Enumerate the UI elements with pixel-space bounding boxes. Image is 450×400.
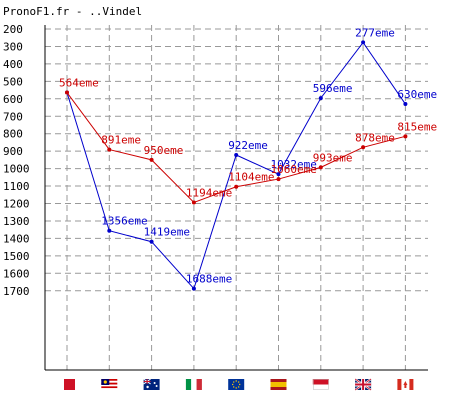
chart-title: PronoF1.fr - ..Vindel	[3, 5, 142, 18]
y-tick-label: 600	[3, 93, 23, 106]
data-label: 922eme	[228, 139, 268, 152]
flag-part	[237, 386, 240, 388]
flag-part	[59, 379, 64, 390]
flag-part	[101, 384, 118, 387]
flag-part	[101, 386, 118, 389]
data-label: 564eme	[59, 77, 99, 90]
flag-part	[143, 381, 151, 382]
y-tick-label: 900	[3, 145, 23, 158]
grid-lines	[45, 25, 428, 370]
flag-part	[185, 379, 192, 390]
flag-part	[313, 379, 329, 390]
data-label: 277eme	[355, 26, 395, 39]
axes	[44, 25, 428, 371]
flag-part	[270, 382, 287, 387]
data-label: 891eme	[101, 134, 141, 147]
data-label: 950eme	[144, 144, 184, 157]
y-tick-label: 800	[3, 128, 23, 141]
flag-part	[355, 383, 372, 386]
data-label: 1060eme	[271, 163, 317, 176]
flag-part	[235, 387, 237, 389]
flag-part	[101, 388, 118, 390]
spain-flag-icon	[270, 379, 287, 390]
flag-part	[155, 385, 158, 387]
canada-flag-icon	[397, 379, 414, 390]
y-tick-label: 1300	[3, 215, 30, 228]
y-tick-label: 1000	[3, 163, 30, 176]
data-point	[318, 96, 323, 101]
data-point	[191, 200, 196, 205]
flag-part	[196, 379, 202, 390]
europe-flag-icon	[228, 379, 245, 390]
flag-part	[239, 383, 241, 386]
data-label: 993eme	[313, 151, 353, 164]
flag-part	[232, 383, 234, 386]
flag-part	[403, 381, 408, 388]
flag-part	[312, 379, 329, 385]
data-point	[65, 90, 69, 95]
data-label: 878eme	[355, 131, 395, 144]
y-tick-label: 500	[3, 75, 23, 88]
data-label: 815eme	[397, 120, 437, 133]
y-tick-label: 200	[3, 23, 23, 36]
flag-part	[59, 379, 75, 390]
bahrain-flag-icon	[59, 379, 75, 390]
y-tick-label: 1400	[3, 232, 30, 245]
flag-part	[237, 381, 240, 383]
data-point	[276, 177, 281, 182]
data-point	[318, 165, 323, 170]
flag-part	[153, 382, 156, 384]
y-tick-label: 1100	[3, 180, 30, 193]
y-tick-label: 300	[3, 40, 23, 53]
flag-part	[409, 379, 414, 390]
data-point	[107, 228, 112, 233]
y-tick-label: 1600	[3, 267, 30, 280]
data-point	[149, 157, 154, 162]
flag-part	[233, 386, 235, 388]
data-point	[234, 184, 239, 189]
malaysia-flag-icon	[101, 379, 118, 390]
australia-flag-icon	[143, 378, 160, 390]
series	[65, 40, 408, 291]
y-tick-label: 1500	[3, 250, 30, 263]
flag-part	[397, 379, 402, 390]
flag-part	[103, 380, 107, 384]
y-tick-labels: 200 300 400 500 600 700 800 900 1000 1100 1200 1300…	[3, 23, 30, 298]
data-point	[107, 147, 112, 152]
data-label: 596eme	[313, 82, 353, 95]
flag-part	[233, 381, 235, 383]
italy-flag-icon	[185, 379, 202, 390]
uk-flag-icon	[354, 378, 372, 391]
data-label: 1194eme	[186, 186, 232, 199]
monaco-flag-icon	[312, 379, 329, 390]
y-tick-label: 1700	[3, 285, 30, 298]
data-label: 1104eme	[228, 171, 274, 184]
data-point	[149, 239, 154, 244]
flag-part	[312, 384, 329, 390]
y-tick-label: 1200	[3, 198, 30, 211]
y-tick-label: 400	[3, 58, 23, 71]
data-label: 1419eme	[144, 226, 190, 239]
data-point	[276, 172, 281, 177]
data-label: 1688eme	[186, 273, 232, 286]
data-point	[361, 40, 366, 45]
flag-part	[235, 380, 237, 382]
data-label: 1356eme	[101, 215, 147, 228]
flags	[59, 378, 414, 391]
data-point	[361, 145, 366, 150]
data-point	[403, 134, 408, 139]
flag-part	[228, 379, 245, 390]
flag-part	[143, 379, 160, 390]
data-label: 630eme	[397, 88, 437, 101]
flag-part	[191, 379, 197, 390]
data-point	[191, 286, 196, 291]
data-point	[234, 152, 239, 157]
flag-part	[146, 385, 149, 389]
data-point	[403, 102, 408, 107]
data-label: 1032eme	[271, 158, 317, 171]
y-tick-label: 700	[3, 110, 23, 123]
